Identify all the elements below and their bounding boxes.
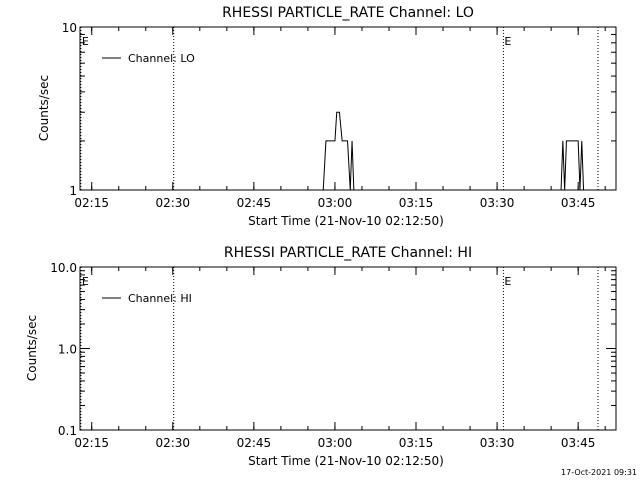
x-axis-label-hi: Start Time (21-Nov-10 02:12:50)	[248, 454, 444, 468]
x-axis-label-lo: Start Time (21-Nov-10 02:12:50)	[248, 214, 444, 228]
event-marker-label: E	[504, 35, 511, 48]
chart-title-lo: RHESSI PARTICLE_RATE Channel: LO	[222, 5, 474, 21]
event-marker-label: E	[504, 275, 511, 288]
x-tick-label: 02:30	[155, 196, 190, 210]
y-tick-label: 10	[62, 21, 77, 35]
legend-label: Channel: HI	[128, 292, 192, 305]
event-marker-label: E	[82, 275, 89, 288]
x-tick-label: 03:15	[399, 196, 434, 210]
x-tick-label: 02:15	[74, 436, 109, 450]
x-tick-label: 03:45	[561, 436, 596, 450]
x-tick-label: 03:00	[318, 196, 353, 210]
x-tick-label: 02:45	[237, 196, 272, 210]
series-line	[560, 140, 585, 191]
series-line	[322, 111, 355, 191]
x-tick-label: 02:30	[155, 436, 190, 450]
x-tick-label: 02:15	[74, 196, 109, 210]
footer-timestamp: 17-Oct-2021 09:31	[561, 468, 637, 477]
panel-hi: RHESSI PARTICLE_RATE Channel: HI Counts/…	[25, 245, 617, 468]
x-tick-label: 03:30	[480, 436, 515, 450]
plot-frame	[79, 26, 617, 191]
x-tick-label: 03:00	[318, 436, 353, 450]
panel-lo: RHESSI PARTICLE_RATE Channel: LO Counts/…	[37, 5, 617, 228]
y-tick-label: 10.0	[50, 261, 77, 275]
event-marker-label: E	[82, 35, 89, 48]
x-tick-label: 02:45	[237, 436, 272, 450]
legend-label: Channel: LO	[128, 52, 195, 65]
y-axis-label-lo: Counts/sec	[37, 75, 51, 141]
x-tick-label: 03:15	[399, 436, 434, 450]
y-tick-label: 0.1	[58, 424, 77, 438]
chart-title-hi: RHESSI PARTICLE_RATE Channel: HI	[224, 245, 472, 261]
y-axis-label-hi: Counts/sec	[25, 315, 39, 381]
y-tick-label: 1	[69, 184, 77, 198]
x-tick-label: 03:30	[480, 196, 515, 210]
x-tick-label: 03:45	[561, 196, 596, 210]
y-tick-label: 1.0	[58, 343, 77, 357]
